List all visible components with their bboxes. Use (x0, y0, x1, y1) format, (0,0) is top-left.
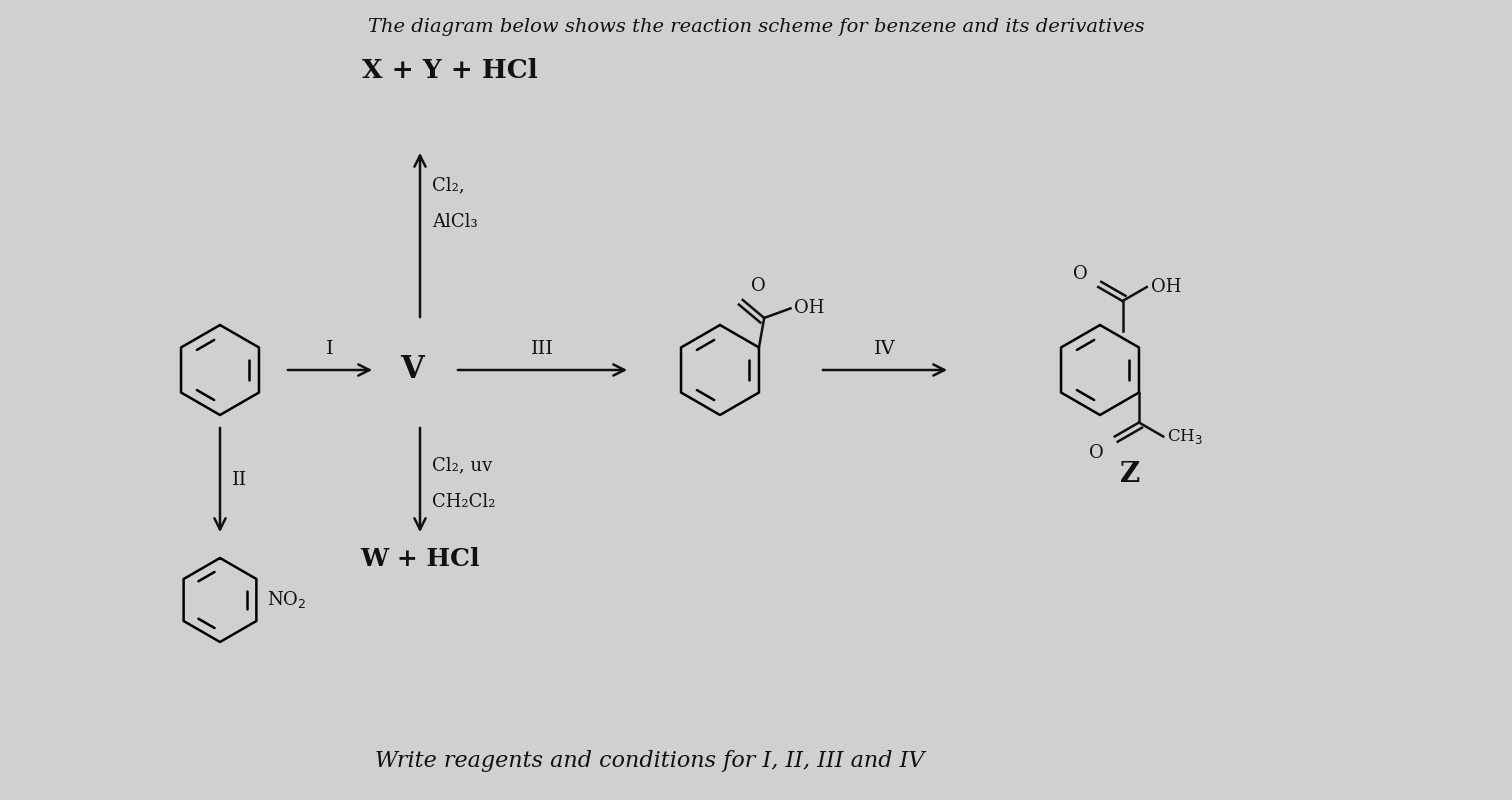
Text: CH$_3$: CH$_3$ (1167, 427, 1204, 446)
Text: OH: OH (794, 299, 826, 318)
Text: NO$_2$: NO$_2$ (268, 590, 307, 610)
Text: The diagram below shows the reaction scheme for benzene and its derivatives: The diagram below shows the reaction sch… (367, 18, 1145, 36)
Text: O: O (1089, 445, 1104, 462)
Text: CH₂Cl₂: CH₂Cl₂ (432, 493, 496, 511)
Text: Write reagents and conditions for I, II, III and IV: Write reagents and conditions for I, II,… (375, 750, 925, 772)
Text: IV: IV (874, 340, 897, 358)
Text: II: II (231, 471, 248, 489)
Text: OH: OH (1151, 278, 1181, 296)
Text: III: III (531, 340, 553, 358)
Text: V: V (401, 354, 423, 386)
Text: O: O (1074, 265, 1087, 283)
Text: W + HCl: W + HCl (360, 547, 479, 571)
Text: Cl₂, uv: Cl₂, uv (432, 456, 493, 474)
Text: O: O (751, 277, 765, 295)
Text: X + Y + HCl: X + Y + HCl (363, 58, 538, 83)
Text: AlCl₃: AlCl₃ (432, 213, 478, 231)
Text: Z: Z (1120, 462, 1140, 489)
Text: I: I (327, 340, 334, 358)
Text: Cl₂,: Cl₂, (432, 176, 464, 194)
